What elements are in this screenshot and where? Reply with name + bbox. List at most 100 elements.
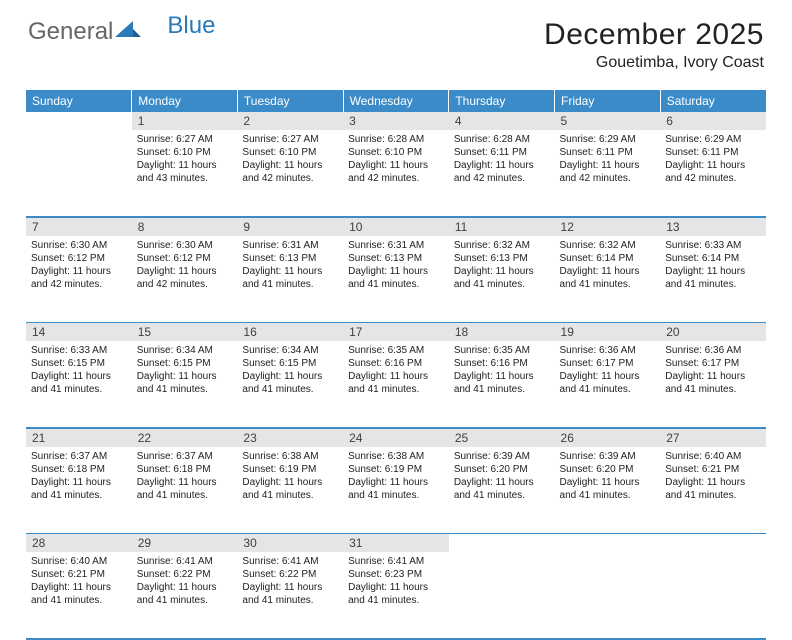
day-detail-cell: Sunrise: 6:28 AMSunset: 6:11 PMDaylight:…	[449, 130, 555, 216]
day-detail: Sunrise: 6:28 AMSunset: 6:11 PMDaylight:…	[449, 130, 555, 189]
day-number-cell: 6	[660, 112, 766, 130]
day-detail-cell: Sunrise: 6:32 AMSunset: 6:14 PMDaylight:…	[555, 236, 661, 322]
day-detail: Sunrise: 6:32 AMSunset: 6:14 PMDaylight:…	[555, 236, 661, 295]
day-number-cell: 12	[555, 217, 661, 236]
day-number-cell: 11	[449, 217, 555, 236]
day-number-cell: 26	[555, 428, 661, 447]
daynum-row: 78910111213	[26, 217, 766, 236]
weekday-header: Tuesday	[237, 90, 343, 112]
day-detail	[660, 552, 766, 559]
day-number-cell	[26, 112, 132, 130]
day-detail-cell: Sunrise: 6:39 AMSunset: 6:20 PMDaylight:…	[449, 447, 555, 533]
day-detail-cell: Sunrise: 6:38 AMSunset: 6:19 PMDaylight:…	[343, 447, 449, 533]
day-detail: Sunrise: 6:33 AMSunset: 6:15 PMDaylight:…	[26, 341, 132, 400]
day-number: 24	[343, 429, 449, 447]
day-detail: Sunrise: 6:31 AMSunset: 6:13 PMDaylight:…	[237, 236, 343, 295]
day-detail: Sunrise: 6:38 AMSunset: 6:19 PMDaylight:…	[343, 447, 449, 506]
day-number-cell: 3	[343, 112, 449, 130]
day-detail-cell: Sunrise: 6:39 AMSunset: 6:20 PMDaylight:…	[555, 447, 661, 533]
day-detail-cell: Sunrise: 6:36 AMSunset: 6:17 PMDaylight:…	[555, 341, 661, 427]
weekday-header: Wednesday	[343, 90, 449, 112]
day-number: 9	[237, 218, 343, 236]
day-detail: Sunrise: 6:41 AMSunset: 6:23 PMDaylight:…	[343, 552, 449, 611]
day-number-cell: 20	[660, 323, 766, 342]
day-number-cell: 13	[660, 217, 766, 236]
day-number: 2	[237, 112, 343, 130]
day-detail-cell: Sunrise: 6:41 AMSunset: 6:23 PMDaylight:…	[343, 552, 449, 638]
day-number-cell	[555, 534, 661, 553]
day-detail: Sunrise: 6:35 AMSunset: 6:16 PMDaylight:…	[343, 341, 449, 400]
day-detail-cell: Sunrise: 6:33 AMSunset: 6:15 PMDaylight:…	[26, 341, 132, 427]
day-detail: Sunrise: 6:41 AMSunset: 6:22 PMDaylight:…	[237, 552, 343, 611]
week-row: Sunrise: 6:40 AMSunset: 6:21 PMDaylight:…	[26, 552, 766, 638]
day-detail: Sunrise: 6:34 AMSunset: 6:15 PMDaylight:…	[237, 341, 343, 400]
week-row: Sunrise: 6:37 AMSunset: 6:18 PMDaylight:…	[26, 447, 766, 533]
day-detail: Sunrise: 6:36 AMSunset: 6:17 PMDaylight:…	[555, 341, 661, 400]
day-number-cell: 5	[555, 112, 661, 130]
logo-word-blue: Blue	[167, 12, 215, 40]
day-detail-cell: Sunrise: 6:29 AMSunset: 6:11 PMDaylight:…	[660, 130, 766, 216]
title-block: December 2025 Gouetimba, Ivory Coast	[544, 18, 764, 72]
daynum-row: 28293031	[26, 534, 766, 553]
day-number-cell: 27	[660, 428, 766, 447]
day-detail-cell: Sunrise: 6:41 AMSunset: 6:22 PMDaylight:…	[237, 552, 343, 638]
day-number-cell: 1	[132, 112, 238, 130]
day-number-cell: 4	[449, 112, 555, 130]
day-detail: Sunrise: 6:40 AMSunset: 6:21 PMDaylight:…	[660, 447, 766, 506]
logo: General Blue	[28, 18, 215, 46]
day-number-cell: 28	[26, 534, 132, 553]
day-detail: Sunrise: 6:28 AMSunset: 6:10 PMDaylight:…	[343, 130, 449, 189]
day-detail-cell: Sunrise: 6:30 AMSunset: 6:12 PMDaylight:…	[26, 236, 132, 322]
day-detail-cell: Sunrise: 6:34 AMSunset: 6:15 PMDaylight:…	[132, 341, 238, 427]
day-number-cell: 22	[132, 428, 238, 447]
day-number: 8	[132, 218, 238, 236]
logo-triangle-icon	[115, 18, 141, 46]
day-detail-cell: Sunrise: 6:40 AMSunset: 6:21 PMDaylight:…	[26, 552, 132, 638]
day-detail: Sunrise: 6:29 AMSunset: 6:11 PMDaylight:…	[555, 130, 661, 189]
day-number-cell: 8	[132, 217, 238, 236]
day-detail: Sunrise: 6:30 AMSunset: 6:12 PMDaylight:…	[132, 236, 238, 295]
weekday-header: Monday	[132, 90, 238, 112]
day-detail-cell: Sunrise: 6:30 AMSunset: 6:12 PMDaylight:…	[132, 236, 238, 322]
day-detail-cell: Sunrise: 6:41 AMSunset: 6:22 PMDaylight:…	[132, 552, 238, 638]
day-number: 31	[343, 534, 449, 552]
day-number: 27	[660, 429, 766, 447]
day-number-cell	[660, 534, 766, 553]
day-detail: Sunrise: 6:41 AMSunset: 6:22 PMDaylight:…	[132, 552, 238, 611]
weekday-header-row: SundayMondayTuesdayWednesdayThursdayFrid…	[26, 90, 766, 112]
daynum-row: 21222324252627	[26, 428, 766, 447]
week-row: Sunrise: 6:27 AMSunset: 6:10 PMDaylight:…	[26, 130, 766, 216]
day-number-cell: 21	[26, 428, 132, 447]
day-detail-cell: Sunrise: 6:28 AMSunset: 6:10 PMDaylight:…	[343, 130, 449, 216]
page-header: General Blue December 2025 Gouetimba, Iv…	[0, 0, 792, 80]
day-number: 29	[132, 534, 238, 552]
separator-line	[26, 638, 766, 639]
day-number: 11	[449, 218, 555, 236]
day-number-cell: 19	[555, 323, 661, 342]
day-detail-cell: Sunrise: 6:27 AMSunset: 6:10 PMDaylight:…	[132, 130, 238, 216]
day-number: 14	[26, 323, 132, 341]
weekday-header: Thursday	[449, 90, 555, 112]
weekday-header: Sunday	[26, 90, 132, 112]
day-detail-cell: Sunrise: 6:35 AMSunset: 6:16 PMDaylight:…	[343, 341, 449, 427]
day-detail: Sunrise: 6:39 AMSunset: 6:20 PMDaylight:…	[449, 447, 555, 506]
day-detail-cell: Sunrise: 6:29 AMSunset: 6:11 PMDaylight:…	[555, 130, 661, 216]
day-detail: Sunrise: 6:27 AMSunset: 6:10 PMDaylight:…	[132, 130, 238, 189]
day-detail-cell: Sunrise: 6:35 AMSunset: 6:16 PMDaylight:…	[449, 341, 555, 427]
day-number-cell: 2	[237, 112, 343, 130]
day-number: 20	[660, 323, 766, 341]
day-number-cell: 25	[449, 428, 555, 447]
day-number-cell: 14	[26, 323, 132, 342]
day-detail: Sunrise: 6:37 AMSunset: 6:18 PMDaylight:…	[26, 447, 132, 506]
day-number-cell: 31	[343, 534, 449, 553]
day-number: 6	[660, 112, 766, 130]
day-detail-cell: Sunrise: 6:37 AMSunset: 6:18 PMDaylight:…	[132, 447, 238, 533]
day-number-cell: 24	[343, 428, 449, 447]
day-detail: Sunrise: 6:37 AMSunset: 6:18 PMDaylight:…	[132, 447, 238, 506]
day-number: 3	[343, 112, 449, 130]
daynum-row: 123456	[26, 112, 766, 130]
day-detail	[26, 130, 132, 137]
day-detail-cell: Sunrise: 6:27 AMSunset: 6:10 PMDaylight:…	[237, 130, 343, 216]
day-number-cell: 16	[237, 323, 343, 342]
day-number: 10	[343, 218, 449, 236]
